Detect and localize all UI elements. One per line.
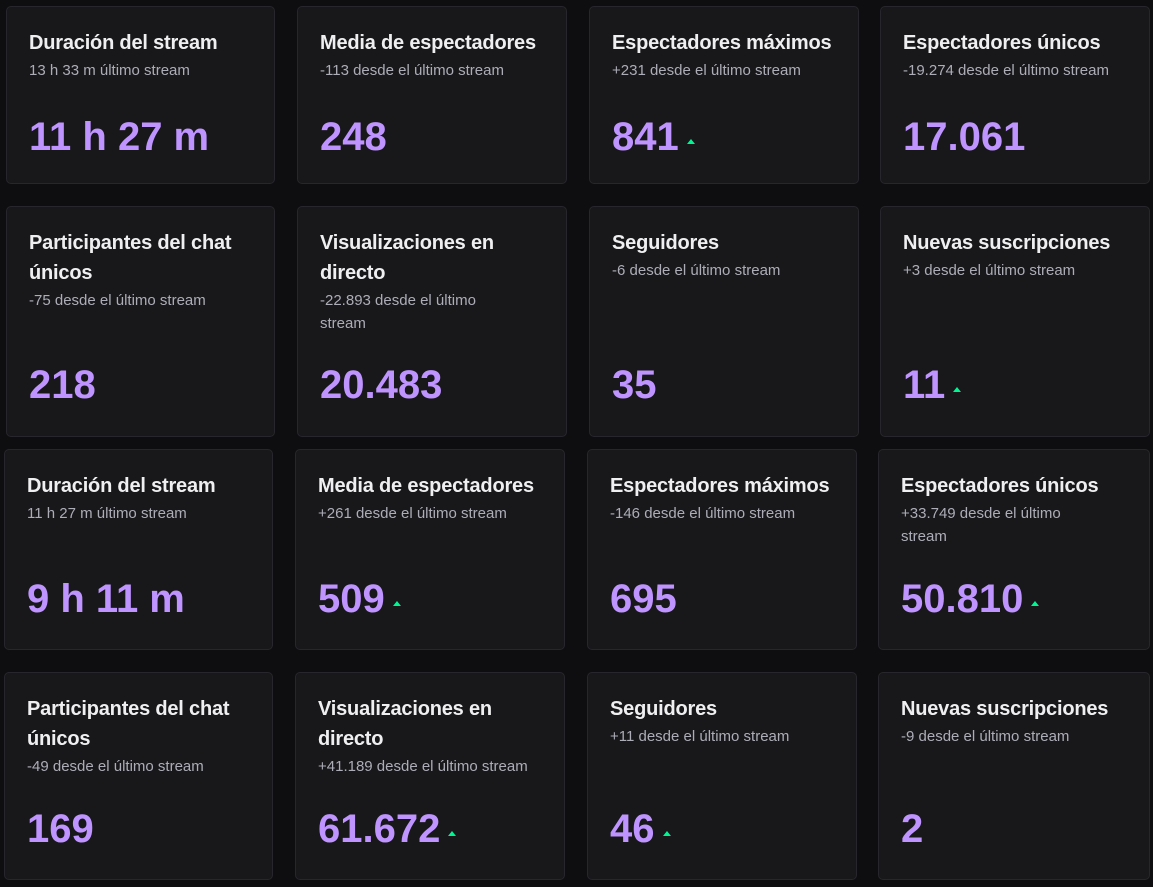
stat-card-title: Espectadores únicos xyxy=(901,475,1099,497)
stat-card-delta: +11 desde el último stream xyxy=(610,728,790,745)
stat-card-delta: +231 desde el último stream xyxy=(612,62,801,79)
stat-card-delta: -146 desde el último stream xyxy=(610,505,796,522)
stat-card-title: Participantes del chat únicos xyxy=(27,698,230,750)
stat-card-average-viewers: Media de espectadores +261 desde el últi… xyxy=(295,449,565,650)
stat-card-live-views: Visualizaciones en directo -22.893 desde… xyxy=(297,206,567,437)
stat-value-text: 248 xyxy=(320,115,387,159)
stat-card-followers: Seguidores -6 desde el último stream 35 xyxy=(589,206,859,437)
stat-card-title: Seguidores xyxy=(610,698,717,720)
stat-value-text: 20.483 xyxy=(320,363,443,407)
stat-value-text: 2 xyxy=(901,807,924,851)
stat-card-delta: +41.189 desde el último stream xyxy=(318,758,528,775)
stat-card-live-views: Visualizaciones en directo +41.189 desde… xyxy=(295,672,565,880)
trend-up-icon xyxy=(686,139,695,144)
stat-card-delta: 13 h 33 m último stream xyxy=(29,62,190,79)
stat-card-title: Visualizaciones en directo xyxy=(318,698,492,750)
stat-card-value: 695 xyxy=(610,575,677,623)
stat-value-text: 50.810 xyxy=(901,577,1024,621)
stat-card-max-viewers: Espectadores máximos +231 desde el últim… xyxy=(589,6,859,184)
stat-card-title: Participantes del chat únicos xyxy=(29,232,232,284)
stat-card-title: Seguidores xyxy=(612,232,719,254)
stat-card-value: 20.483 xyxy=(320,361,442,409)
stat-card-delta: -113 desde el último stream xyxy=(320,62,504,79)
stat-value-text: 169 xyxy=(27,807,94,851)
stat-card-value: 11 xyxy=(903,361,962,409)
stat-card-value: 35 xyxy=(612,361,657,409)
stat-card-title: Espectadores máximos xyxy=(610,475,830,497)
trend-up-icon xyxy=(1031,601,1040,606)
stat-card-delta: -22.893 desde el último stream xyxy=(320,292,476,332)
stat-card-value: 11 h 27 m xyxy=(29,113,209,161)
trend-up-icon xyxy=(662,831,671,836)
stat-value-text: 17.061 xyxy=(903,115,1026,159)
stat-card-delta: +3 desde el último stream xyxy=(903,262,1076,279)
stat-value-text: 509 xyxy=(318,577,385,621)
stat-card-title: Duración del stream xyxy=(27,475,216,497)
stat-card-title: Visualizaciones en directo xyxy=(320,232,494,284)
stat-value-text: 11 h 27 m xyxy=(29,115,210,159)
stat-card-unique-chatters: Participantes del chat únicos -75 desde … xyxy=(6,206,275,437)
stat-value-text: 61.672 xyxy=(318,807,441,851)
stat-card-followers: Seguidores +11 desde el último stream 46 xyxy=(587,672,857,880)
stat-card-delta: -6 desde el último stream xyxy=(612,262,781,279)
stat-card-delta: -75 desde el último stream xyxy=(29,292,206,309)
stat-card-value: 248 xyxy=(320,113,387,161)
stat-value-text: 46 xyxy=(610,807,655,851)
stat-card-value: 509 xyxy=(318,575,401,623)
stat-value-text: 841 xyxy=(612,115,679,159)
stat-card-value: 46 xyxy=(610,805,671,853)
stat-card-title: Espectadores máximos xyxy=(612,32,832,54)
trend-up-icon xyxy=(392,601,401,606)
stat-card-delta: -19.274 desde el último stream xyxy=(903,62,1109,79)
stat-card-value: 841 xyxy=(612,113,695,161)
stat-card-new-subscriptions: Nuevas suscripciones -9 desde el último … xyxy=(878,672,1150,880)
trend-up-icon xyxy=(448,831,457,836)
stat-card-delta: -9 desde el último stream xyxy=(901,728,1070,745)
stat-card-unique-viewers: Espectadores únicos +33.749 desde el últ… xyxy=(878,449,1150,650)
trend-up-icon xyxy=(953,387,962,392)
stat-card-max-viewers: Espectadores máximos -146 desde el últim… xyxy=(587,449,857,650)
stat-card-value: 2 xyxy=(901,805,923,853)
stat-card-title: Duración del stream xyxy=(29,32,218,54)
stat-value-text: 35 xyxy=(612,363,657,407)
stat-card-average-viewers: Media de espectadores -113 desde el últi… xyxy=(297,6,567,184)
stat-card-value: 50.810 xyxy=(901,575,1040,623)
stat-card-delta: +33.749 desde el último stream xyxy=(901,505,1061,545)
stat-card-delta: 11 h 27 m último stream xyxy=(27,505,187,522)
stat-value-text: 11 xyxy=(903,363,946,407)
stat-card-value: 17.061 xyxy=(903,113,1025,161)
stat-card-unique-chatters: Participantes del chat únicos -49 desde … xyxy=(4,672,273,880)
stat-card-value: 218 xyxy=(29,361,96,409)
stat-value-text: 9 h 11 m xyxy=(27,577,185,621)
stat-card-value: 169 xyxy=(27,805,94,853)
stat-card-new-subscriptions: Nuevas suscripciones +3 desde el último … xyxy=(880,206,1150,437)
stat-card-title: Media de espectadores xyxy=(320,32,536,54)
stat-card-value: 61.672 xyxy=(318,805,457,853)
stat-value-text: 695 xyxy=(610,577,677,621)
stat-card-delta: -49 desde el último stream xyxy=(27,758,204,775)
stat-card-unique-viewers: Espectadores únicos -19.274 desde el últ… xyxy=(880,6,1150,184)
stat-card-title: Nuevas suscripciones xyxy=(903,232,1111,254)
stat-value-text: 218 xyxy=(29,363,96,407)
stat-card-title: Nuevas suscripciones xyxy=(901,698,1109,720)
stat-card-stream-duration: Duración del stream 11 h 27 m último str… xyxy=(4,449,273,650)
stat-card-value: 9 h 11 m xyxy=(27,575,185,623)
stat-card-delta: +261 desde el último stream xyxy=(318,505,507,522)
stat-card-stream-duration: Duración del stream 13 h 33 m último str… xyxy=(6,6,275,184)
stat-card-title: Media de espectadores xyxy=(318,475,534,497)
stat-card-title: Espectadores únicos xyxy=(903,32,1101,54)
